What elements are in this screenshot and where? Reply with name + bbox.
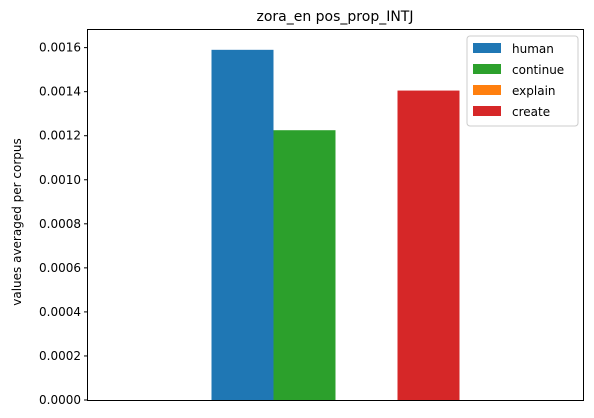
legend-swatch-explain <box>473 85 501 95</box>
legend-label-continue: continue <box>512 63 564 77</box>
y-tick-label: 0.0000 <box>39 393 81 407</box>
y-tick-label: 0.0004 <box>39 305 81 319</box>
legend-label-human: human <box>512 42 554 56</box>
y-tick-label: 0.0016 <box>39 41 81 55</box>
y-tick-label: 0.0008 <box>39 217 81 231</box>
y-tick-label: 0.0014 <box>39 85 81 99</box>
y-tick-label: 0.0010 <box>39 173 81 187</box>
legend-swatch-create <box>473 106 501 116</box>
bar-human <box>211 49 274 400</box>
bar-create <box>397 90 460 400</box>
legend-box <box>466 35 579 127</box>
y-axis: 0.0000 0.0002 0.0004 0.0006 0.0008 0.0010 0.00… <box>39 41 88 407</box>
plot-frame <box>87 29 584 401</box>
y-axis-label: values averaged per corpus <box>10 138 24 306</box>
legend-label-create: create <box>512 105 550 119</box>
y-tick-label: 0.0002 <box>39 349 81 363</box>
legend-swatch-continue <box>473 64 501 74</box>
legend: human continue explain create <box>466 35 579 127</box>
y-tick-label: 0.0012 <box>39 129 81 143</box>
bar-continue <box>273 130 336 401</box>
legend-swatch-human <box>473 43 501 53</box>
y-tick-label: 0.0006 <box>39 261 81 275</box>
chart-title: zora_en pos_prop_INTJ <box>256 9 413 25</box>
bars-group <box>211 49 460 401</box>
legend-label-explain: explain <box>512 84 556 98</box>
